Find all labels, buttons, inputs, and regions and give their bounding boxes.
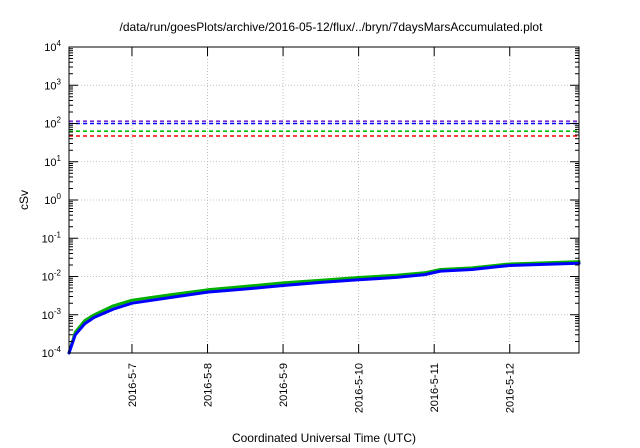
y-tick-label: 10-1 (42, 230, 62, 245)
series-line (67, 261, 581, 355)
y-tick-label: 10-4 (42, 345, 62, 360)
y-tick-label: 103 (44, 77, 61, 92)
grid (69, 47, 579, 353)
ticks: 10-4 10-3 10-2 10-1 100 101 102 103 104 2016-5-7 2… (42, 39, 579, 413)
x-tick-label: 2016-5-11 (429, 363, 441, 412)
y-tick-label: 104 (44, 39, 61, 54)
x-tick-label: 2016-5-9 (278, 363, 290, 407)
y-tick-label: 100 (44, 192, 61, 207)
y-tick-label: 10-3 (42, 307, 62, 322)
x-tick-label: 2016-5-12 (505, 363, 517, 413)
y-axis-label: cSv (17, 190, 31, 210)
y-tick-label: 102 (44, 116, 61, 131)
x-tick-label: 2016-5-10 (354, 363, 366, 413)
x-tick-label: 2016-5-8 (203, 363, 215, 407)
y-tick-label: 101 (44, 154, 61, 169)
chart-title: /data/run/goesPlots/archive/2016-05-12/f… (120, 20, 544, 34)
series-line (67, 260, 581, 355)
x-tick-label: 2016-5-7 (127, 363, 139, 407)
y-tick-label: 10-2 (42, 269, 62, 284)
series-layer (67, 120, 581, 355)
x-axis-label: Coordinated Universal Time (UTC) (232, 431, 416, 445)
